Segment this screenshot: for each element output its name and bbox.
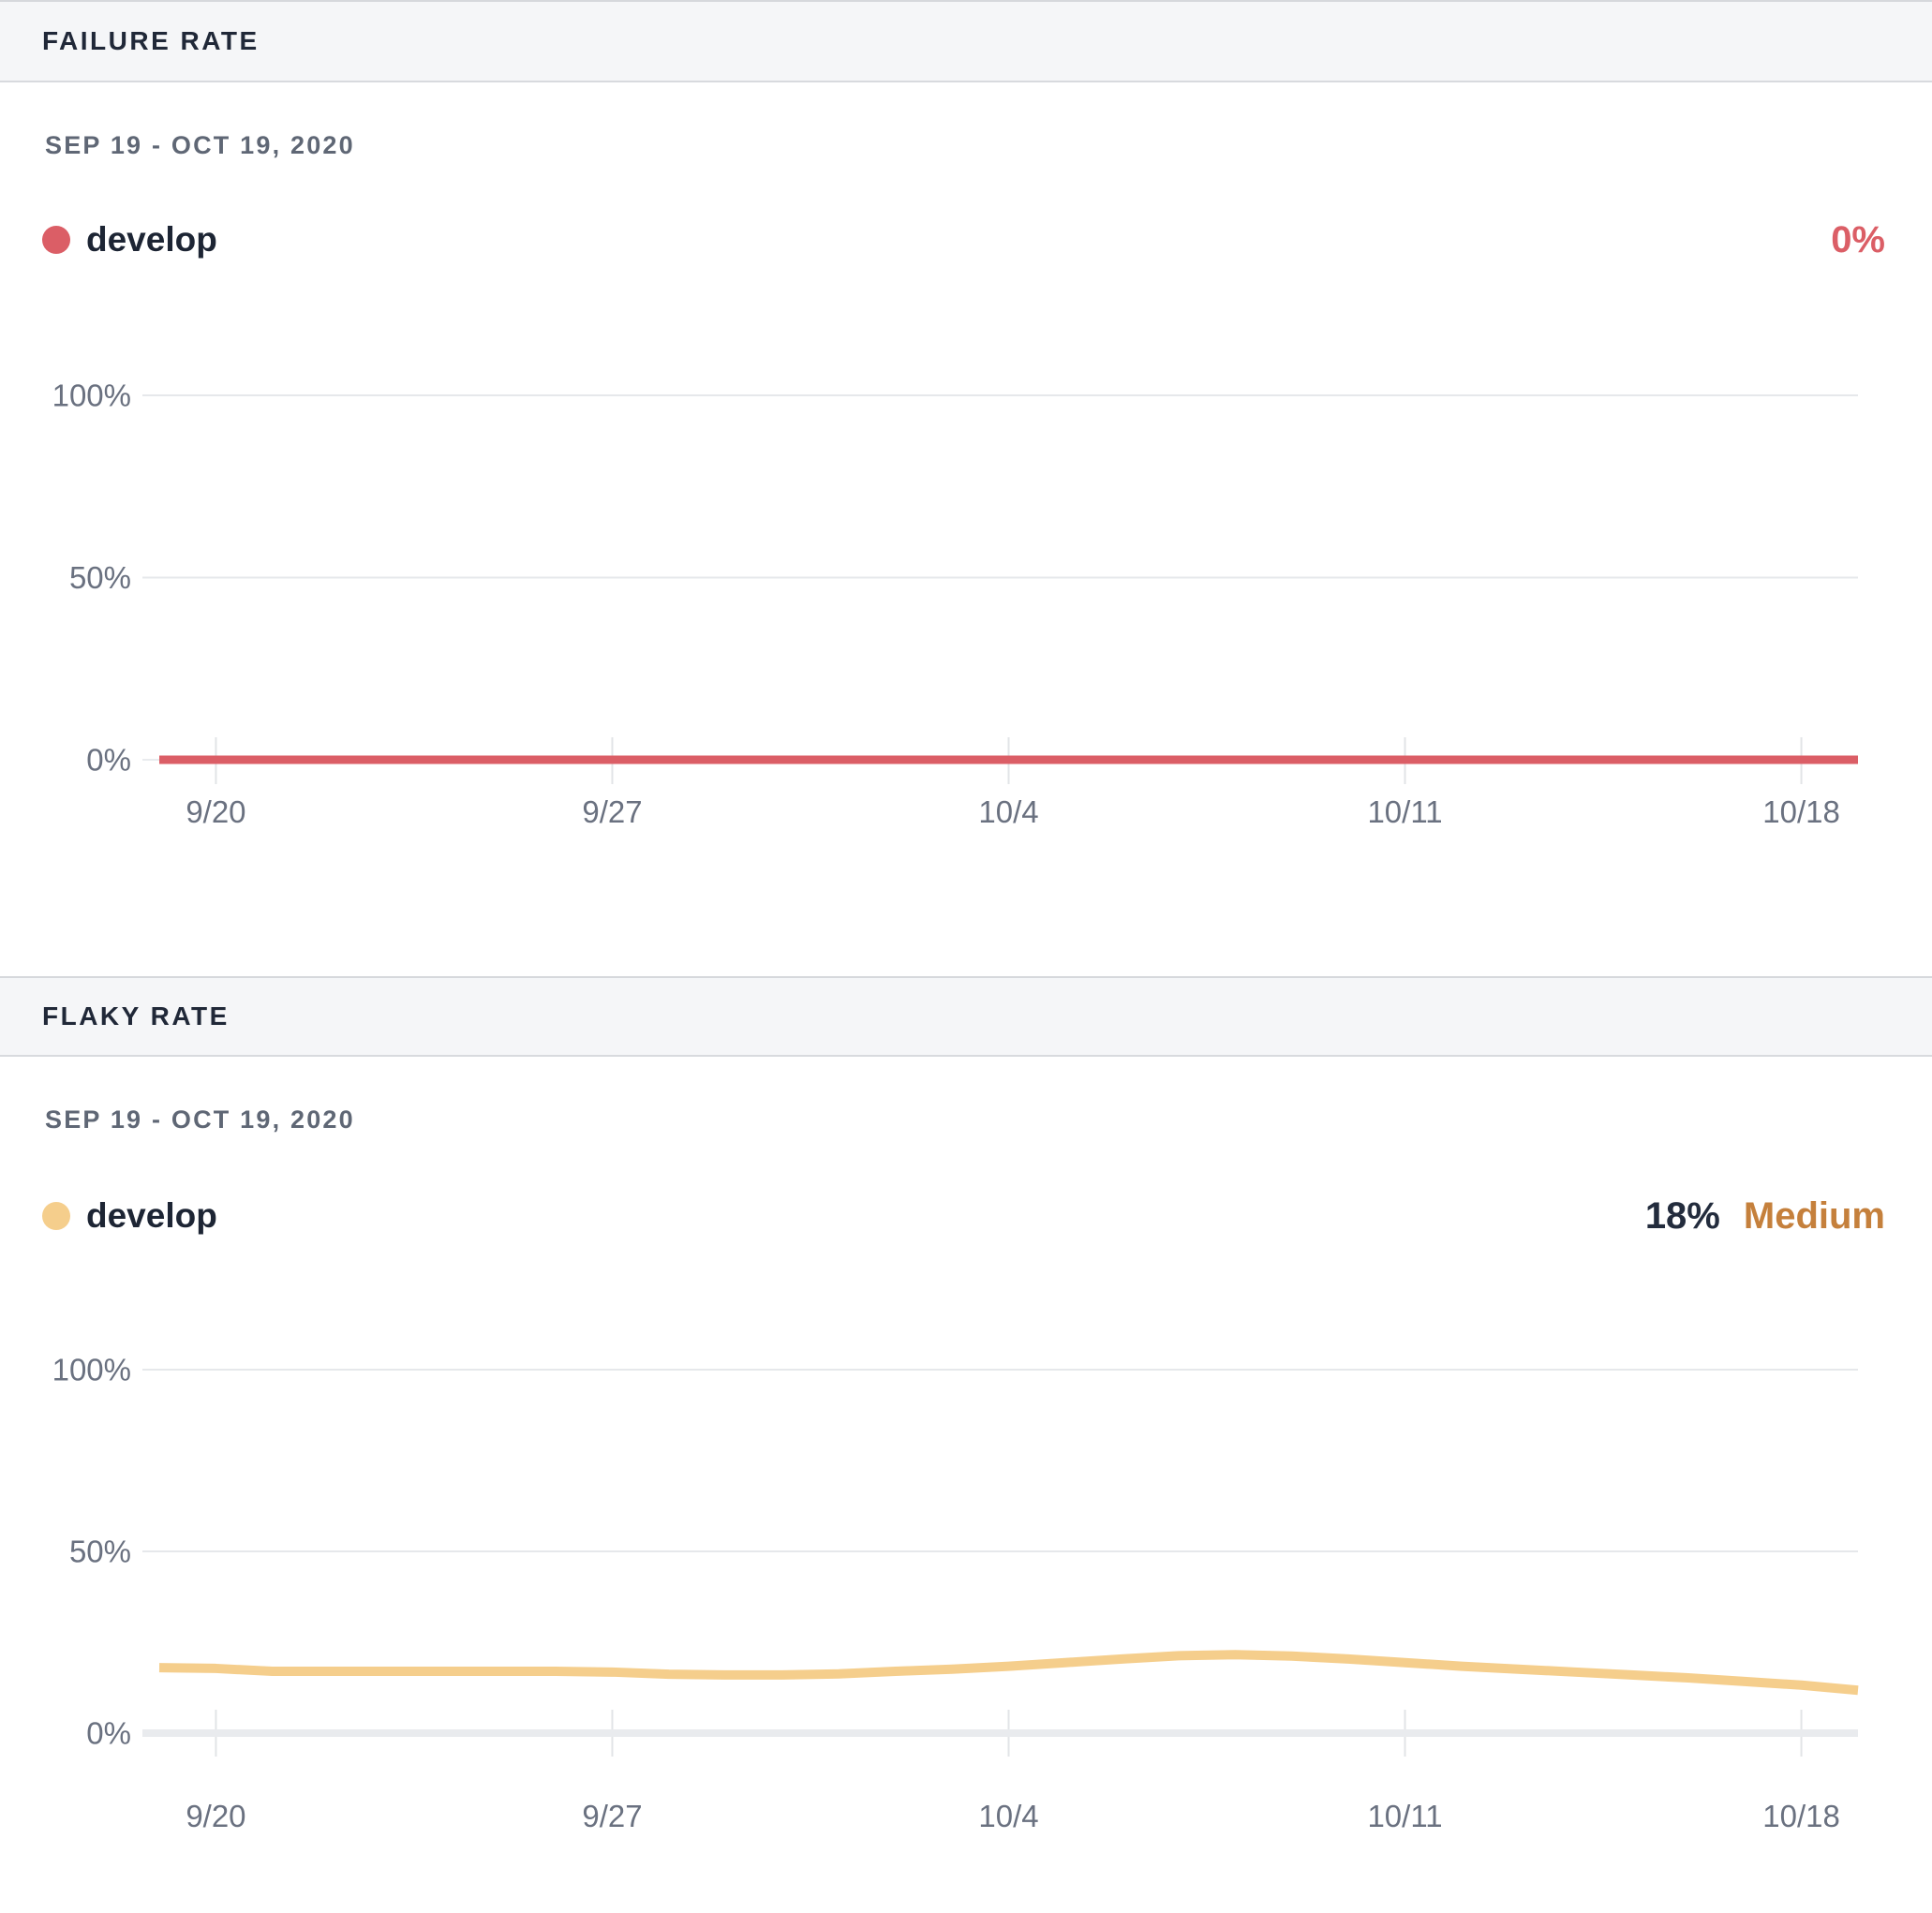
failure-rate-title: FAILURE RATE (42, 26, 260, 55)
develop-series-dot (42, 226, 70, 254)
failure-rate-stat: 0% (1831, 218, 1885, 260)
x-axis-label: 9/27 (582, 794, 642, 829)
x-axis-label: 10/4 (978, 794, 1038, 829)
develop-series-dot (42, 1202, 70, 1230)
x-axis-label: 10/18 (1762, 794, 1840, 829)
flaky-rate-header: FLAKY RATE (0, 976, 1932, 1057)
flaky-rate-chart: 0% 50% 100% 9/20 9/27 10/4 10/11 10/18 (52, 1353, 1859, 1833)
failure-legend-row: develop 0% (42, 217, 1885, 262)
y-axis-label: 100% (52, 1353, 131, 1387)
x-axis-label: 10/18 (1762, 1799, 1840, 1833)
flaky-legend-row: develop 18% Medium (42, 1194, 1885, 1238)
x-axis-label: 10/11 (1367, 794, 1442, 829)
series-line-develop (158, 1650, 1859, 1696)
failure-rate-header: FAILURE RATE (0, 0, 1932, 82)
flaky-rate-title: FLAKY RATE (42, 1001, 230, 1031)
y-axis-label: 100% (52, 378, 131, 413)
y-axis-label: 50% (69, 1535, 131, 1569)
x-axis-label: 9/27 (582, 1799, 642, 1833)
develop-series-label[interactable]: develop (86, 220, 217, 259)
y-axis-label: 0% (86, 743, 131, 778)
x-axis-label: 10/4 (978, 1799, 1038, 1833)
y-axis-label: 50% (69, 560, 131, 595)
y-axis-label: 0% (86, 1716, 131, 1751)
flaky-date-range: SEP 19 - OCT 19, 2020 (45, 1105, 355, 1134)
flaky-severity-badge: Medium (1743, 1194, 1885, 1237)
x-axis-label: 9/20 (186, 794, 245, 829)
develop-series-label[interactable]: develop (86, 1196, 217, 1235)
failure-date-range: SEP 19 - OCT 19, 2020 (45, 131, 355, 159)
failure-rate-chart: 0% 50% 100% 9/20 9/27 10/4 10/11 10/18 (52, 378, 1858, 829)
x-axis-label: 9/20 (186, 1799, 245, 1833)
x-axis-label: 10/11 (1367, 1799, 1442, 1833)
flaky-rate-stat: 18% (1644, 1194, 1720, 1237)
